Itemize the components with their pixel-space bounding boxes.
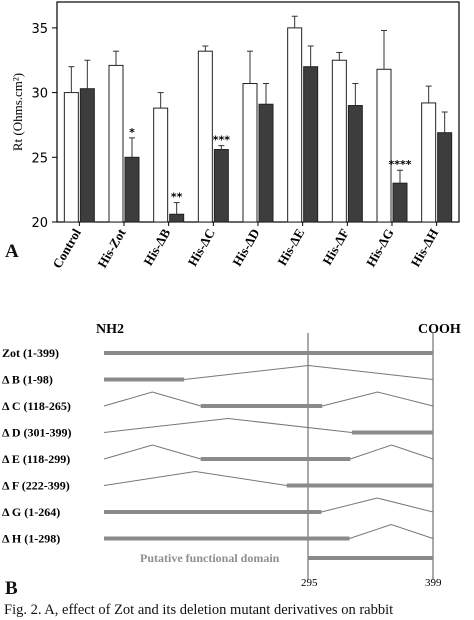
deleted-region	[103, 470, 287, 486]
bar-open	[63, 92, 79, 223]
bar-filled	[303, 66, 319, 223]
y-tick-label: 20	[31, 216, 48, 231]
position-295-label: 295	[301, 577, 318, 589]
panel-b-letter: B	[5, 578, 18, 599]
significance-marker: **	[171, 191, 183, 204]
construct-label: Δ G (1-264)	[2, 505, 60, 519]
bar-open	[331, 59, 347, 223]
y-tick-label: 30	[31, 87, 48, 102]
deleted-region	[350, 444, 434, 460]
construct-label: Δ E (118-299)	[2, 452, 70, 466]
bar-open	[108, 64, 124, 223]
x-tick-label: His-ΔE	[274, 226, 307, 268]
bar-chart: 20 25 30 35 Rt (Ohms.cm²) Control His-Zot His-Δ…	[10, 1, 460, 271]
bar-filled	[347, 105, 363, 223]
construct-label: Δ C (118-265)	[2, 399, 71, 413]
deleted-region	[321, 497, 434, 513]
panel-a-letter: A	[5, 241, 19, 262]
bar-filled	[213, 149, 229, 223]
significance-marker: ****	[388, 158, 411, 171]
bar-open	[242, 83, 258, 223]
construct-label: Δ H (1-298)	[2, 532, 60, 546]
x-tick-label: His-ΔC	[185, 226, 218, 269]
bar-filled	[79, 88, 95, 223]
x-tick-label: His-ΔF	[319, 226, 352, 268]
putative-domain-label: Putative functional domain	[140, 551, 280, 565]
bar-filled	[392, 182, 408, 223]
bar-filled	[169, 213, 185, 223]
construct-label: Δ F (222-399)	[2, 479, 70, 493]
bar-filled	[124, 156, 140, 223]
bar-filled	[258, 103, 274, 223]
nh2-label: NH2	[96, 322, 124, 337]
bar-open	[197, 50, 213, 223]
construct-label: Δ D (301-399)	[2, 426, 72, 440]
construct-label: Zot (1-399)	[2, 346, 59, 360]
bar-filled	[437, 132, 453, 223]
x-tick-label: His-Zot	[94, 225, 129, 270]
x-tick-label: His-ΔD	[229, 226, 262, 269]
deletion-map: NH2 COOH Zot (1-399) Δ B (1-98) Δ C (118-2…	[2, 322, 461, 589]
significance-marker: *	[129, 126, 135, 139]
x-tick-label: His-ΔG	[363, 226, 397, 269]
deleted-region	[184, 364, 434, 380]
deleted-region	[103, 444, 201, 460]
deleted-region	[349, 523, 434, 539]
deleted-region	[322, 391, 434, 407]
deleted-region	[103, 417, 353, 433]
bar-open	[421, 102, 437, 223]
cooh-label: COOH	[418, 322, 461, 337]
figure-caption: Fig. 2. A, effect of Zot and its deletio…	[4, 602, 394, 618]
significance-marker: ***	[213, 134, 231, 147]
x-tick-label: Control	[49, 226, 84, 271]
position-399-label: 399	[425, 577, 442, 589]
y-tick-label: 35	[31, 22, 48, 37]
bar-open	[287, 27, 303, 223]
y-tick-label: 25	[31, 151, 48, 166]
bar-open	[376, 68, 392, 223]
x-tick-label: His-ΔH	[408, 226, 442, 269]
x-tick-label: His-ΔB	[140, 226, 173, 268]
deleted-region	[103, 391, 201, 407]
y-axis-label: Rt (Ohms.cm²)	[10, 73, 25, 151]
construct-label: Δ B (1-98)	[2, 373, 53, 387]
bar-open	[153, 107, 169, 223]
